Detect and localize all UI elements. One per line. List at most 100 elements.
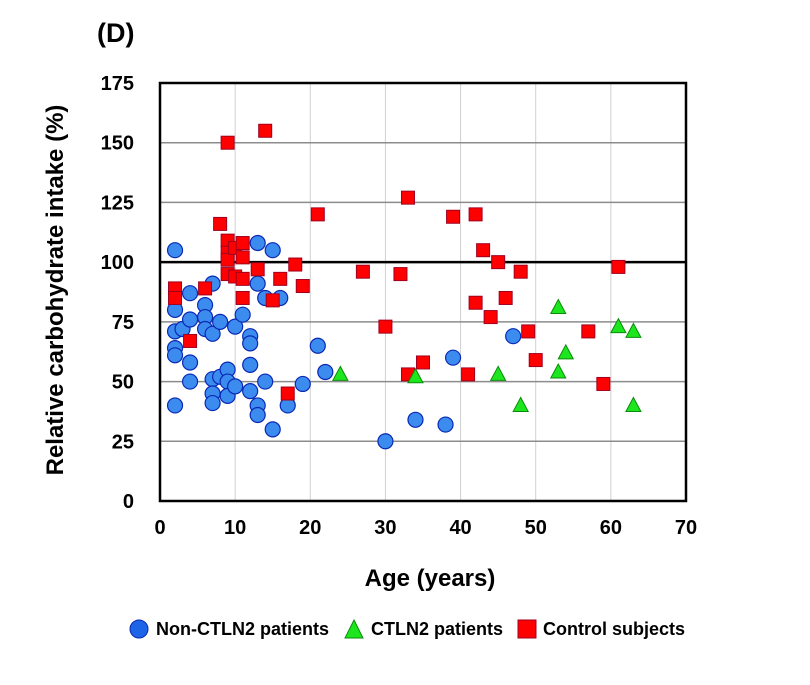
non-ctln2-point: [181, 285, 199, 302]
legend-item-ctln2: CTLN2 patients: [343, 618, 503, 640]
non-ctln2-point: [242, 335, 259, 352]
control-point: [400, 190, 415, 205]
control-point: [393, 267, 408, 282]
control-point: [235, 271, 250, 286]
control-point: [378, 319, 393, 334]
non-ctln2-point: [227, 378, 244, 395]
control-point: [581, 324, 596, 339]
x-tick-label: 30: [374, 517, 396, 539]
control-point: [461, 367, 476, 382]
control-point: [513, 264, 528, 279]
non-ctln2-point: [204, 394, 221, 412]
non-ctln2-point: [407, 411, 424, 428]
control-point: [491, 255, 506, 270]
triangle-marker-icon: [344, 618, 364, 639]
x-tick-label: 50: [525, 517, 547, 539]
non-ctln2-point: [444, 349, 462, 366]
control-point: [468, 207, 483, 222]
control-point: [355, 264, 370, 279]
non-ctln2-point: [309, 337, 326, 354]
square-marker-icon: [517, 619, 537, 639]
y-axis-title: Relative carbohydrate intake (%): [42, 105, 69, 476]
panel-label: (D): [97, 18, 135, 48]
control-point: [310, 207, 325, 222]
non-ctln2-point: [317, 363, 334, 381]
y-tick-label: 100: [101, 252, 134, 274]
control-point: [280, 386, 295, 401]
control-point: [476, 243, 491, 258]
plot-border: [158, 81, 688, 503]
ctln2-point: [557, 343, 575, 360]
non-ctln2-point: [257, 373, 274, 390]
y-tick-labels: 0 25 50 75 100 125 150 175: [101, 73, 134, 513]
x-tick-label: 10: [224, 517, 246, 539]
non-ctln2-point: [227, 318, 244, 335]
control-point: [250, 262, 265, 277]
control-point: [273, 271, 288, 286]
control-point: [235, 250, 250, 265]
control-point: [483, 310, 498, 325]
non-ctln2-point: [166, 397, 184, 414]
data-points: [166, 123, 642, 450]
ctln2-point: [332, 365, 349, 381]
x-tick-label: 60: [600, 517, 622, 539]
ctln2-point: [489, 365, 507, 381]
control-point: [295, 279, 310, 294]
non-ctln2-point: [242, 383, 259, 400]
non-ctln2-point: [166, 347, 184, 364]
plot-frame: [158, 81, 688, 503]
control-point: [220, 135, 235, 150]
non-ctln2-point: [294, 375, 311, 393]
non-ctln2-point: [377, 433, 394, 450]
non-ctln2-point: [249, 406, 266, 424]
control-point: [596, 376, 611, 391]
grid: [160, 83, 686, 501]
ctln2-point: [625, 396, 642, 412]
x-tick-label: 0: [154, 517, 165, 539]
circle-marker-icon: [129, 619, 149, 639]
control-point: [528, 353, 543, 368]
control-point: [416, 355, 430, 370]
y-tick-label: 150: [101, 133, 134, 155]
control-point: [213, 216, 228, 231]
non-ctln2-point: [242, 356, 259, 373]
x-tick-labels: 0 10 20 30 40 50 60 70: [154, 517, 697, 539]
y-tick-label: 175: [101, 73, 134, 95]
control-point: [235, 236, 250, 251]
control-point: [288, 257, 303, 272]
series-circle: [166, 234, 522, 450]
y-tick-label: 75: [112, 312, 134, 334]
non-ctln2-point: [234, 306, 251, 323]
legend-item-control: Control subjects: [517, 619, 685, 640]
non-ctln2-point: [181, 354, 199, 371]
x-axis-title: Age (years): [365, 565, 496, 592]
x-tick-label: 20: [299, 517, 321, 539]
y-tick-label: 25: [112, 431, 134, 453]
y-tick-label: 125: [101, 192, 134, 214]
control-point: [611, 259, 626, 274]
y-tick-label: 0: [123, 491, 134, 513]
non-ctln2-point: [181, 373, 199, 390]
y-tick-label: 50: [112, 372, 134, 394]
non-ctln2-point: [264, 421, 281, 438]
series-triangle: [332, 298, 642, 412]
legend-label: CTLN2 patients: [371, 618, 504, 639]
ctln2-point: [610, 317, 627, 334]
non-ctln2-point: [181, 311, 199, 328]
control-point: [446, 209, 461, 224]
ctln2-point: [625, 322, 642, 338]
control-point: [183, 333, 198, 348]
non-ctln2-point: [249, 275, 266, 292]
non-ctln2-point: [204, 325, 221, 342]
control-point: [235, 290, 250, 305]
x-tick-label: 70: [675, 517, 697, 539]
ctln2-point: [512, 396, 530, 412]
non-ctln2-point: [437, 416, 454, 433]
ctln2-point: [549, 298, 567, 315]
series-square: [168, 123, 626, 401]
control-point: [168, 290, 183, 305]
non-ctln2-point: [212, 313, 229, 330]
legend-label: Non-CTLN2 patients: [156, 618, 329, 639]
non-ctln2-point: [249, 234, 266, 252]
